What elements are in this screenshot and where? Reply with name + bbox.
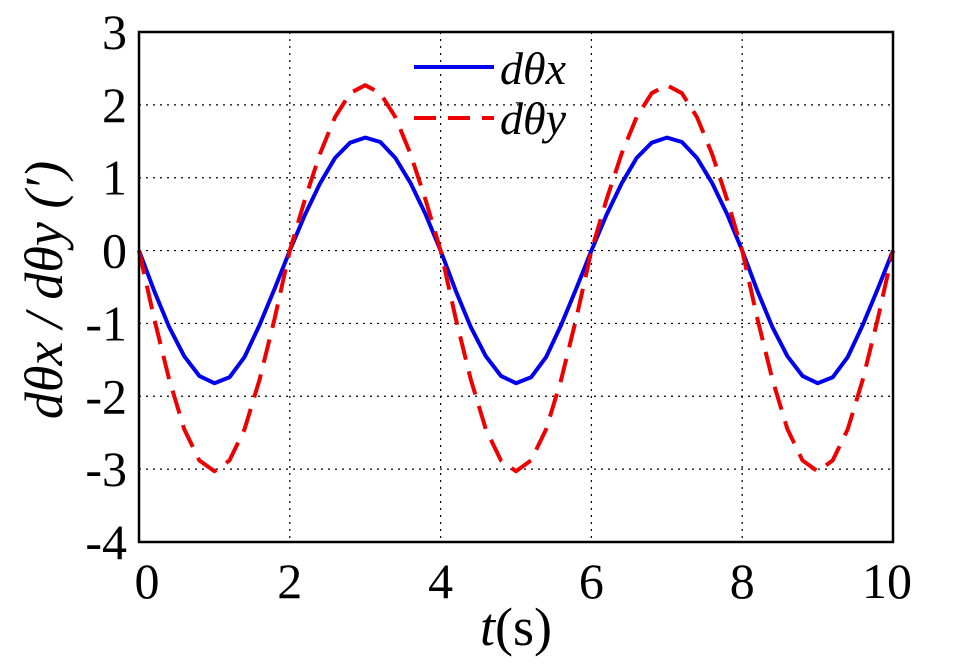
x-tick-label: 10 — [862, 553, 912, 609]
y-tick-label: -3 — [85, 441, 127, 497]
y-tick-label: 1 — [102, 150, 127, 206]
x-axis-label: t(s) — [480, 597, 552, 657]
y-tick-label: 2 — [102, 77, 127, 133]
x-tick-label: 8 — [730, 553, 755, 609]
legend-label-dthetay: dθy — [500, 93, 567, 144]
x-tick-label: 2 — [277, 553, 302, 609]
plot-frame — [137, 30, 895, 544]
x-tick-labels: 0 2 4 6 8 10 — [135, 553, 913, 609]
series-line-dthetax — [137, 135, 895, 386]
grid-lines — [139, 32, 893, 542]
x-tick-label: 4 — [428, 553, 453, 609]
legend-label-dthetax: dθx — [500, 43, 567, 94]
series-lines — [137, 83, 895, 474]
y-tick-label: -4 — [85, 514, 127, 570]
series-line-dthetay — [137, 83, 895, 474]
x-axis-unit: (s) — [495, 597, 552, 657]
y-tick-labels: 3 2 1 0 -1 -2 -3 -4 — [85, 4, 127, 570]
y-tick-label: 0 — [102, 223, 127, 279]
x-tick-label: 6 — [579, 553, 604, 609]
y-tick-label: -2 — [85, 368, 127, 424]
x-tick-label: 0 — [135, 553, 160, 609]
legend: dθx dθy — [414, 43, 567, 144]
y-tick-label: -1 — [85, 295, 127, 351]
y-tick-label: 3 — [102, 4, 127, 60]
y-axis-label: dθx / dθy (′) — [14, 161, 74, 419]
